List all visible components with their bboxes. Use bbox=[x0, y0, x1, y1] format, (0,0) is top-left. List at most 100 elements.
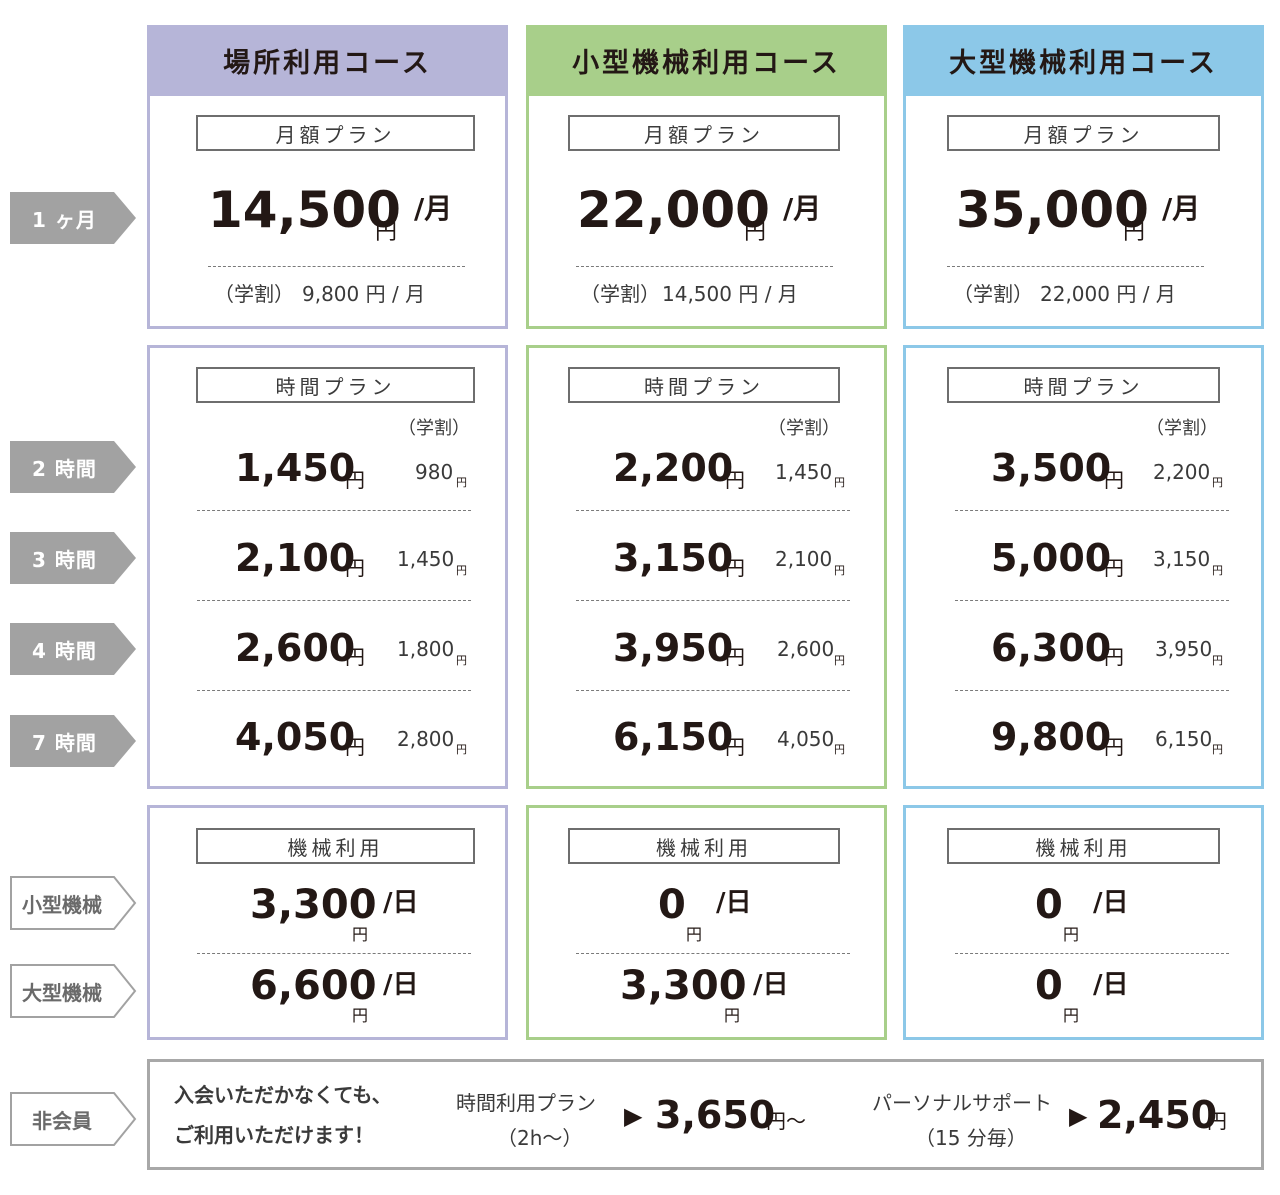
machine-plan-label: 機械利用 bbox=[196, 828, 475, 864]
yen-unit: 円 bbox=[725, 556, 745, 580]
student-price-3h: 2,100 bbox=[775, 547, 833, 571]
divider bbox=[197, 510, 471, 511]
yen-unit: 円 bbox=[352, 1006, 369, 1025]
divider bbox=[576, 690, 850, 691]
yen-unit: 円〜 bbox=[766, 1109, 806, 1133]
non-member-panel bbox=[147, 1059, 1264, 1170]
divider bbox=[197, 953, 471, 954]
non-member-intro-line2: ご利用いただけます！ bbox=[174, 1123, 374, 1147]
student-discount-label: （学割） bbox=[953, 282, 1033, 306]
machine-plan-label: 機械利用 bbox=[947, 828, 1220, 864]
hourly-panel-space bbox=[147, 345, 508, 789]
per-day: /日 bbox=[1093, 888, 1129, 918]
divider bbox=[955, 953, 1229, 954]
non-member-hourly-price: 3,650 bbox=[655, 1093, 776, 1137]
student-discount-label: （学割） bbox=[214, 282, 294, 306]
course-header-small-machine: 小型機械利用コース bbox=[526, 25, 887, 95]
per-day: /日 bbox=[1093, 970, 1129, 1000]
hourly-plan-label: 時間プラン bbox=[947, 367, 1220, 403]
divider bbox=[576, 600, 850, 601]
yen-unit: 円 bbox=[345, 556, 365, 580]
student-price-4h: 1,800 bbox=[397, 637, 455, 661]
student-discount-value: 14,500 円 / 月 bbox=[662, 282, 798, 306]
hourly-plan-label: 時間プラン bbox=[568, 367, 840, 403]
per-month: /月 bbox=[1162, 192, 1201, 225]
row-label-1-month: 1 ヶ月 bbox=[10, 192, 136, 244]
yen-unit: 円 bbox=[725, 735, 745, 759]
large-machine-price: 3,300 bbox=[620, 963, 747, 1009]
monthly-price: 35,000 bbox=[956, 181, 1149, 239]
student-price-2h: 980 bbox=[415, 460, 454, 484]
non-member-intro-line1: 入会いただかなくても、 bbox=[174, 1083, 392, 1107]
yen-unit: 円 bbox=[352, 925, 369, 944]
hourly-price-4h: 6,300 bbox=[991, 626, 1112, 670]
small-machine-price: 0 bbox=[1035, 882, 1063, 928]
yen-unit: 円 bbox=[1123, 220, 1146, 245]
per-day: /日 bbox=[383, 888, 419, 918]
yen-unit-small: 円 bbox=[456, 564, 467, 577]
row-label-7-hours: 7 時間 bbox=[10, 715, 136, 767]
personal-support-label: パーソナルサポート bbox=[872, 1091, 1052, 1115]
row-label-non-member: 非会員 bbox=[10, 1092, 137, 1146]
hourly-panel-small-machine bbox=[526, 345, 887, 789]
monthly-plan-label: 月額プラン bbox=[568, 115, 840, 151]
divider bbox=[576, 953, 850, 954]
divider bbox=[197, 690, 471, 691]
divider bbox=[197, 600, 471, 601]
yen-unit-small: 円 bbox=[1212, 654, 1223, 667]
hourly-price-2h: 3,500 bbox=[991, 446, 1112, 490]
yen-unit: 円 bbox=[725, 468, 745, 492]
student-discount-value: 22,000 円 / 月 bbox=[1040, 282, 1176, 306]
hourly-price-2h: 2,200 bbox=[613, 446, 734, 490]
machine-plan-label: 機械利用 bbox=[568, 828, 840, 864]
yen-unit: 円 bbox=[1063, 925, 1080, 944]
per-day: /日 bbox=[753, 970, 789, 1000]
yen-unit-small: 円 bbox=[1212, 564, 1223, 577]
student-price-3h: 1,450 bbox=[397, 547, 455, 571]
hourly-price-3h: 5,000 bbox=[991, 536, 1112, 580]
yen-unit: 円 bbox=[686, 925, 703, 944]
yen-unit: 円 bbox=[1104, 556, 1124, 580]
personal-support-price: 2,450 bbox=[1097, 1093, 1218, 1137]
personal-support-sublabel: （15 分毎） bbox=[915, 1126, 1027, 1150]
yen-unit: 円 bbox=[744, 220, 767, 245]
monthly-price: 14,500 bbox=[208, 181, 401, 239]
hourly-price-3h: 2,100 bbox=[235, 536, 356, 580]
yen-unit: 円 bbox=[375, 220, 398, 245]
divider bbox=[576, 266, 833, 267]
yen-unit-small: 円 bbox=[834, 564, 845, 577]
divider bbox=[955, 600, 1229, 601]
hourly-panel-large-machine bbox=[903, 345, 1264, 789]
hourly-use-plan-label: 時間利用プラン bbox=[456, 1091, 596, 1115]
per-day: /日 bbox=[383, 970, 419, 1000]
divider bbox=[576, 510, 850, 511]
yen-unit-small: 円 bbox=[456, 476, 467, 489]
row-label-3-hours: 3 時間 bbox=[10, 532, 136, 584]
student-price-3h: 3,150 bbox=[1153, 547, 1211, 571]
yen-unit: 円 bbox=[345, 645, 365, 669]
student-price-7h: 2,800 bbox=[397, 727, 455, 751]
hourly-price-7h: 9,800 bbox=[991, 715, 1112, 759]
hourly-plan-label: 時間プラン bbox=[196, 367, 475, 403]
divider bbox=[947, 266, 1204, 267]
divider bbox=[208, 266, 465, 267]
yen-unit-small: 円 bbox=[1212, 476, 1223, 489]
row-label-4-hours: 4 時間 bbox=[10, 623, 136, 675]
student-price-7h: 6,150 bbox=[1155, 727, 1213, 751]
hourly-price-3h: 3,150 bbox=[613, 536, 734, 580]
student-discount-value: 9,800 円 / 月 bbox=[302, 282, 426, 306]
yen-unit: 円 bbox=[1207, 1109, 1227, 1133]
per-month: /月 bbox=[783, 192, 822, 225]
student-discount-header: （学割） bbox=[398, 418, 470, 439]
student-discount-header: （学割） bbox=[1146, 418, 1218, 439]
row-label-large-machine: 大型機械 bbox=[10, 964, 137, 1018]
yen-unit-small: 円 bbox=[834, 654, 845, 667]
yen-unit-small: 円 bbox=[834, 476, 845, 489]
yen-unit: 円 bbox=[345, 468, 365, 492]
student-price-4h: 3,950 bbox=[1155, 637, 1213, 661]
student-price-2h: 1,450 bbox=[775, 460, 833, 484]
yen-unit: 円 bbox=[345, 735, 365, 759]
hourly-price-4h: 2,600 bbox=[235, 626, 356, 670]
student-price-7h: 4,050 bbox=[777, 727, 835, 751]
small-machine-price: 0 bbox=[658, 882, 686, 928]
